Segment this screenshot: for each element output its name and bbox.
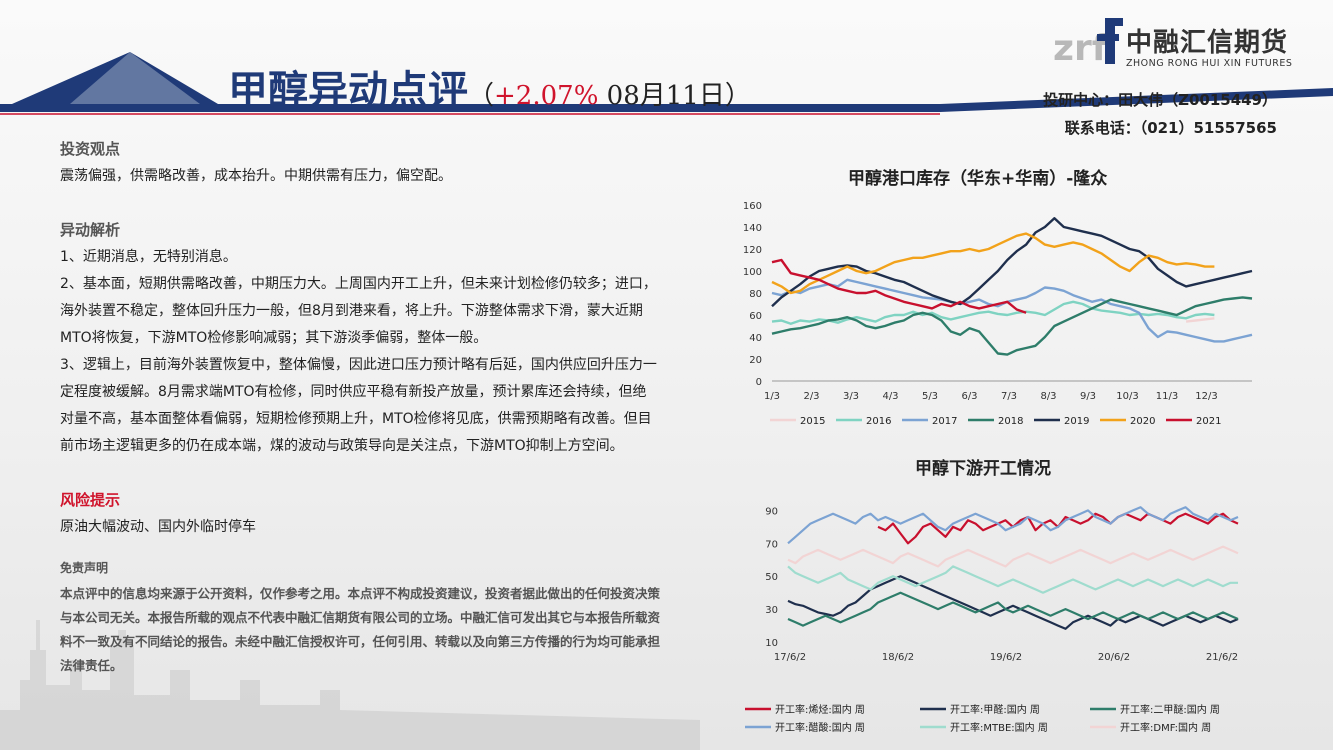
x-tick-label: 3/3 (843, 391, 859, 402)
risk-heading: 风险提示 (60, 491, 121, 509)
x-tick-label: 6/3 (961, 391, 977, 402)
view-text: 震荡偏强，供需略改善，成本抬升。中期供需有压力，偏空配。 (60, 168, 452, 184)
analysis-p2: 2、基本面，短期供需略改善，中期压力大。上周国内开工上升，但未来计划检修仍较多；… (60, 276, 657, 346)
inventory-chart: 0 20 40 60 80 100 120 140 160 1/3 2/3 3/3 4/3 5/3 6/3 7… (743, 201, 1253, 427)
legend-label: 2016 (866, 416, 891, 427)
legend-label: 开工率:甲醛:国内 周 (950, 703, 1040, 716)
x-tick-label: 19/6/2 (990, 652, 1022, 663)
legend-label: 开工率:醋酸:国内 周 (775, 721, 865, 734)
y-tick-label: 140 (743, 223, 762, 234)
series-line-0 (877, 512, 1239, 545)
chart2-title: 甲醇下游开工情况 (915, 459, 1051, 479)
legend-label: 2015 (800, 416, 825, 427)
x-tick-label: 4/3 (882, 391, 898, 402)
x-tick-label: 17/6/2 (774, 652, 806, 663)
y-tick-label: 160 (743, 201, 762, 212)
skyline-decoration (0, 620, 700, 750)
x-tick-label: 5/3 (922, 391, 938, 402)
title-text: 甲醇异动点评 (228, 67, 468, 114)
x-tick-label: 18/6/2 (882, 652, 914, 663)
series-line-1 (787, 575, 1239, 630)
y-tick-label: 70 (765, 539, 778, 550)
page-title: 甲醇异动点评（+2.07% 08月11日） (228, 58, 751, 116)
x-tick-label: 12/3 (1195, 391, 1217, 402)
series-line-2 (787, 591, 1239, 627)
series-line-5 (771, 232, 1215, 295)
series-line-4 (787, 565, 1238, 594)
legend-label: 2019 (1064, 416, 1089, 427)
analysis-content: 投资观点 震荡偏强，供需略改善，成本抬升。中期供需有压力，偏空配。 异动解析 1… (60, 136, 660, 678)
x-tick-label: 20/6/2 (1098, 652, 1130, 663)
legend-label: 开工率:二甲醚:国内 周 (1120, 703, 1220, 716)
risk-text: 原油大幅波动、国内外临时停车 (60, 519, 256, 535)
y-tick-label: 20 (749, 355, 762, 366)
legend-label: 开工率:MTBE:国内 周 (950, 721, 1048, 734)
disclaimer-heading: 免责声明 (60, 561, 109, 575)
x-tick-label: 11/3 (1156, 391, 1178, 402)
author-line: 投研中心：田大伟（Z0015449） (1043, 91, 1277, 109)
y-tick-label: 50 (765, 572, 778, 583)
chart1-title: 甲醇港口库存（华东+华南）-隆众 (848, 169, 1108, 189)
series-line-2 (771, 278, 1253, 343)
y-tick-label: 80 (749, 289, 762, 300)
author-block: 投研中心：田大伟（Z0015449） 联系电话：（021）51557565 (1043, 86, 1277, 142)
series-line-3 (771, 296, 1253, 356)
price-change: +2.07% (494, 81, 599, 111)
title-paren-open: （ (468, 81, 495, 111)
series-line-6 (771, 258, 1027, 314)
legend-label: 2018 (998, 416, 1023, 427)
legend-label: 2020 (1130, 416, 1155, 427)
header-decoration (0, 52, 1333, 115)
analysis-p3: 3、逻辑上，目前海外装置恢复中，整体偏慢，因此进口压力预计略有后延，国内供应回升… (60, 357, 657, 454)
y-tick-label: 90 (765, 506, 778, 517)
view-heading: 投资观点 (60, 140, 121, 158)
x-tick-label: 21/6/2 (1206, 652, 1238, 663)
y-tick-label: 10 (765, 638, 778, 649)
legend-label: 2021 (1196, 416, 1221, 427)
legend-label: 开工率:DMF:国内 周 (1120, 721, 1211, 734)
y-tick-label: 120 (743, 245, 762, 256)
y-tick-label: 0 (756, 377, 762, 388)
x-tick-label: 7/3 (1001, 391, 1017, 402)
x-tick-label: 9/3 (1080, 391, 1096, 402)
company-logo: zrf 中融汇信期货 ZHONG RONG HUI XIN FUTURES (1013, 14, 1313, 74)
disclaimer-text: 本点评中的信息均来源于公开资料，仅作参考之用。本点评不构成投资建议，投资者据此做… (60, 586, 661, 673)
analysis-p1: 1、近期消息，无特别消息。 (60, 249, 237, 265)
title-paren-close: ） (724, 81, 751, 111)
y-tick-label: 40 (749, 333, 762, 344)
downstream-chart: 10 30 50 70 90 17/6/2 18/6/2 19/6/2 20/6/2 21/6/2… (745, 506, 1239, 734)
logo-en: ZHONG RONG HUI XIN FUTURES (1126, 58, 1293, 69)
series-line-0 (1185, 317, 1215, 323)
x-tick-label: 10/3 (1116, 391, 1138, 402)
analysis-heading: 异动解析 (60, 221, 121, 239)
series-line-5 (787, 545, 1239, 568)
legend-label: 开工率:烯烃:国内 周 (775, 703, 865, 716)
report-date: 08月11日 (598, 81, 725, 111)
y-tick-label: 60 (749, 311, 762, 322)
x-tick-label: 2/3 (803, 391, 819, 402)
y-tick-label: 100 (743, 267, 762, 278)
x-tick-label: 8/3 (1040, 391, 1056, 402)
zrf-logo-mark: zrf (1053, 18, 1125, 69)
y-tick-label: 30 (765, 605, 778, 616)
series-line-4 (771, 217, 1253, 308)
logo-cn: 中融汇信期货 (1126, 28, 1289, 58)
series-line-3 (787, 506, 1239, 545)
x-tick-label: 1/3 (764, 391, 780, 402)
contact-line: 联系电话：（021）51557565 (1064, 119, 1277, 137)
legend-label: 2017 (932, 416, 957, 427)
